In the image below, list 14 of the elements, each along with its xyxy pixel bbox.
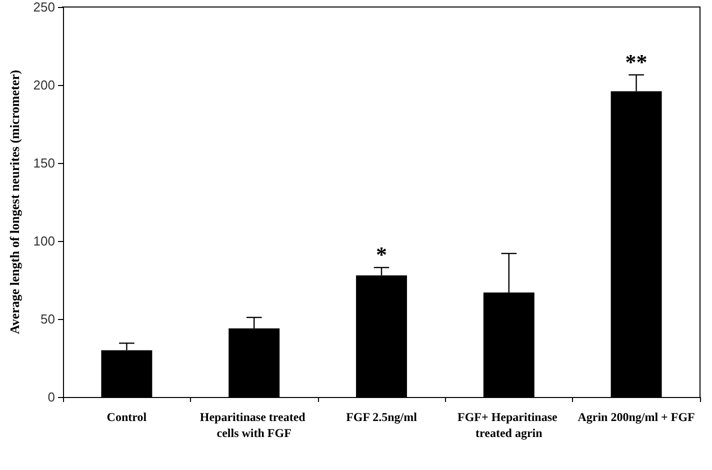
x-tick-label: Agrin 200ng/ml + FGF xyxy=(578,410,695,424)
x-tick-label: FGF+ Heparitinase treated agrin xyxy=(457,410,560,440)
y-tick-label: 200 xyxy=(33,78,55,92)
y-tick-label: 250 xyxy=(33,0,55,14)
x-tick-label: Control xyxy=(106,410,148,424)
x-tick-label: Heparitinase treated cells with FGF xyxy=(200,410,308,440)
y-tick-label: 100 xyxy=(33,234,55,248)
y-tick-label: 0 xyxy=(48,390,55,404)
x-tick-label: FGF 2.5ng/ml xyxy=(346,410,418,424)
y-tick-label: 150 xyxy=(33,156,55,170)
annotation: * xyxy=(376,242,387,268)
annotation: ** xyxy=(625,49,648,74)
y-tick-label: 50 xyxy=(40,312,55,326)
y-axis-title: Average length of longest neurites (micrometer) xyxy=(7,70,22,334)
